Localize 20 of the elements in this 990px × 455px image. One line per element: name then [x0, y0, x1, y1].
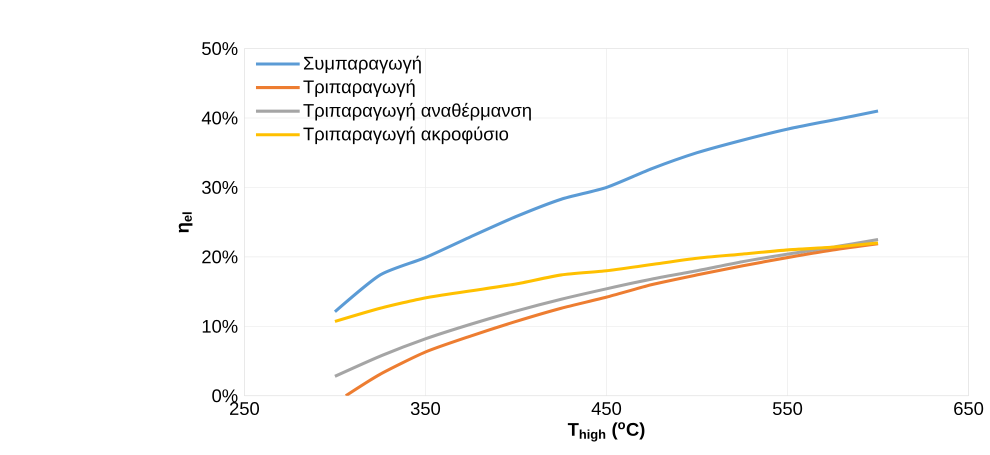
legend-label: Τριπαραγωγή αναθέρμανση [303, 102, 531, 121]
line-series [333, 238, 880, 378]
line-series [344, 242, 880, 396]
x-tick-label: 550 [772, 402, 802, 416]
x-tick-label: 250 [230, 402, 260, 416]
legend-label: Συμπαραγωγή [304, 56, 421, 74]
y-tick-label: 50% [202, 42, 238, 56]
y-tick-label: 10% [202, 320, 238, 333]
x-tick-label: 350 [410, 402, 440, 416]
x-tick-label: 650 [954, 402, 984, 416]
x-tick-label: 450 [592, 402, 622, 416]
y-tick-label: 40% [202, 112, 238, 125]
y-tick-label: 20% [202, 250, 238, 264]
line-series [333, 242, 880, 324]
x-axis-title: T$_{high}$ ($^{o}$C) [568, 422, 644, 442]
legend-label: Τριπαραγωγή [303, 79, 415, 98]
y-tick-label: 0% [212, 389, 238, 402]
legend-label: Τριπαραγωγή ακροφύσιο [303, 126, 508, 144]
y-tick-label: 30% [202, 181, 238, 194]
y-axis-title: η$_{el}$ [178, 212, 192, 232]
